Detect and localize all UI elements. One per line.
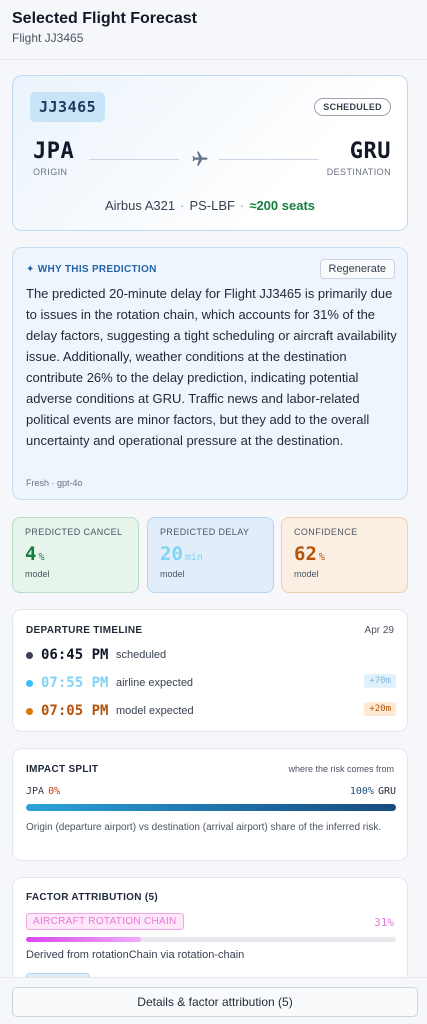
panel-footer: Details & factor attribution (5)	[0, 977, 427, 1024]
cancel-value: 4	[25, 543, 37, 565]
seat-count: ≈200 seats	[249, 198, 315, 213]
panel-title: Selected Flight Forecast	[12, 10, 197, 27]
status-dot-icon	[26, 707, 33, 715]
details-button[interactable]: Details & factor attribution (5)	[12, 987, 418, 1017]
tile-value: 20 min	[160, 543, 261, 565]
timeline-row-airline: 07:55 PM airline expected +70m	[26, 673, 396, 693]
tile-value: 4%	[25, 543, 126, 565]
explanation-text: The predicted 20-minute delay for Flight…	[26, 286, 397, 448]
delay-unit: min	[184, 552, 203, 563]
explanation-label: ✦ WHY THIS PREDICTION	[26, 264, 157, 275]
status-badge: SCHEDULED	[314, 98, 391, 116]
confidence-tile: CONFIDENCE 62% model	[281, 517, 408, 593]
origin-share-pct: 0%	[48, 786, 61, 797]
aircraft-info: Airbus A321 · PS-LBF · ≈200 seats	[13, 198, 407, 213]
factor-title: FACTOR ATTRIBUTION (5)	[26, 892, 158, 903]
confidence-unit: %	[318, 552, 325, 563]
destination-airport: GRU DESTINATION	[327, 139, 391, 177]
explanation-footer: Fresh · gpt-4o	[26, 478, 83, 488]
origin-share-code: JPA	[26, 786, 45, 797]
origin-airport: JPA ORIGIN	[33, 139, 74, 177]
route-line-right	[219, 159, 319, 160]
confidence-value: 62	[294, 543, 317, 565]
panel-header: Selected Flight Forecast Flight JJ3465	[0, 0, 427, 60]
timeline-time: 07:05 PM	[41, 703, 109, 719]
impact-description: Origin (departure airport) vs destinatio…	[26, 822, 382, 833]
impact-note: where the risk comes from	[288, 764, 394, 774]
factor-attribution-card: FACTOR ATTRIBUTION (5) AIRCRAFT ROTATION…	[12, 877, 408, 987]
departure-timeline-card: DEPARTURE TIMELINE Apr 29 06:45 PM sched…	[12, 609, 408, 732]
timeline-label: scheduled	[116, 649, 167, 661]
regenerate-button[interactable]: Regenerate	[319, 259, 395, 279]
cancel-unit: %	[38, 552, 45, 563]
tile-label: PREDICTED CANCEL	[25, 527, 123, 537]
factor-tag: AIRCRAFT ROTATION CHAIN	[26, 913, 184, 930]
factor-description: Derived from rotationChain via rotation-…	[26, 949, 245, 961]
tile-value: 62%	[294, 543, 395, 565]
impact-split-card: IMPACT SPLIT where the risk comes from J…	[12, 748, 408, 861]
factor-percent: 31%	[374, 916, 394, 929]
factor-bar-fill	[26, 937, 141, 942]
aircraft-registration: PS-LBF	[189, 198, 235, 213]
tile-sub: model	[25, 569, 50, 579]
tile-label: CONFIDENCE	[294, 527, 358, 537]
separator-dot: ·	[239, 198, 245, 213]
flight-card: JJ3465 SCHEDULED JPA ORIGIN GRU DESTINAT…	[12, 75, 408, 231]
panel-subtitle: Flight JJ3465	[12, 31, 84, 45]
prediction-explanation-card: ✦ WHY THIS PREDICTION Regenerate The pre…	[12, 247, 408, 500]
predicted-cancel-tile: PREDICTED CANCEL 4% model	[12, 517, 139, 593]
impact-title: IMPACT SPLIT	[26, 764, 99, 775]
airplane-icon	[192, 151, 208, 166]
timeline-row-model: 07:05 PM model expected +20m	[26, 701, 396, 721]
aircraft-type: Airbus A321	[105, 198, 176, 213]
tile-sub: model	[294, 569, 319, 579]
impact-split-bar	[26, 804, 396, 811]
destination-share-code: GRU	[377, 786, 396, 797]
factor-bar-track	[26, 937, 396, 942]
predicted-delay-tile: PREDICTED DELAY 20 min model	[147, 517, 274, 593]
destination-code: GRU	[349, 139, 391, 164]
destination-share: 100% GRU	[350, 786, 396, 797]
flight-code-badge: JJ3465	[30, 92, 106, 122]
separator-dot: ·	[180, 198, 185, 213]
origin-role: ORIGIN	[33, 167, 68, 177]
route-line-left	[89, 159, 179, 160]
timeline-label: airline expected	[116, 677, 194, 689]
origin-code: JPA	[33, 139, 75, 164]
tile-sub: model	[160, 569, 185, 579]
timeline-label: model expected	[116, 705, 194, 717]
timeline-row-scheduled: 06:45 PM scheduled	[26, 645, 396, 665]
delay-delta-badge: +70m	[364, 674, 396, 688]
destination-role: DESTINATION	[326, 167, 391, 177]
tile-label: PREDICTED DELAY	[160, 527, 250, 537]
origin-share: JPA 0%	[26, 786, 60, 797]
timeline-date: Apr 29	[364, 625, 394, 636]
status-dot-icon	[26, 651, 33, 659]
delay-delta-badge: +20m	[364, 702, 396, 716]
timeline-time: 06:45 PM	[41, 647, 109, 663]
status-dot-icon	[26, 679, 33, 687]
delay-value: 20	[160, 543, 183, 565]
timeline-time: 07:55 PM	[41, 675, 109, 691]
timeline-title: DEPARTURE TIMELINE	[26, 625, 143, 636]
destination-share-pct: 100%	[349, 786, 374, 797]
